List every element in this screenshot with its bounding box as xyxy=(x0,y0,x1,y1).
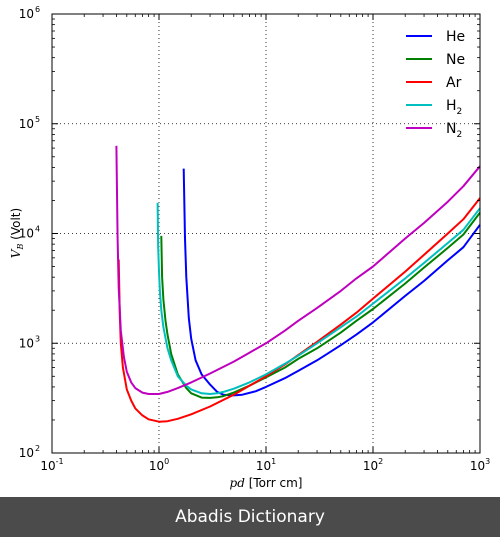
legend-label-h2: H2 xyxy=(446,98,462,117)
y-tick-label: 10 xyxy=(19,336,34,350)
y-tick-label: 10 xyxy=(19,117,34,131)
x-tick-labels: 10-1 100 101 102 103 xyxy=(40,457,490,473)
series-line-ar xyxy=(117,197,481,423)
y-tick-exponent: 2 xyxy=(35,444,40,453)
legend: He Ne Ar H2 N2 xyxy=(406,29,465,140)
legend-label-ar: Ar xyxy=(446,75,462,91)
y-tick-exponent: 3 xyxy=(35,334,40,343)
series-line-n2 xyxy=(115,145,481,395)
x-tick-label: 101 xyxy=(256,457,276,473)
axis-ticks xyxy=(51,13,481,454)
series-line-he xyxy=(182,168,481,397)
x-tick-label: 103 xyxy=(470,457,490,473)
legend-label-n2: N2 xyxy=(446,121,462,140)
y-tick-label: 10 xyxy=(19,227,34,241)
legend-label-ne: Ne xyxy=(446,52,465,68)
series-lines xyxy=(115,145,481,423)
chart-background xyxy=(0,0,500,497)
grid-lines xyxy=(52,14,480,453)
series-line-ne xyxy=(160,211,481,399)
x-tick-label: 102 xyxy=(363,457,383,473)
series-line-h2 xyxy=(156,202,481,395)
y-tick-label: 10 xyxy=(19,446,34,460)
x-axis-label: pd [Torr cm] xyxy=(230,476,303,490)
y-tick-exponent: 4 xyxy=(35,225,40,234)
legend-label-he: He xyxy=(446,29,465,45)
y-tick-label: 10 xyxy=(19,7,34,21)
y-tick-exponent: 5 xyxy=(35,115,40,124)
y-axis-label: VB (Volt) xyxy=(9,208,25,258)
y-tick-exponent: 6 xyxy=(35,5,40,14)
x-tick-label: 10-1 xyxy=(40,457,63,473)
x-tick-label: 100 xyxy=(149,457,169,473)
footer-bar: Abadis Dictionary xyxy=(0,497,500,537)
footer-brand: Abadis Dictionary xyxy=(175,507,325,527)
